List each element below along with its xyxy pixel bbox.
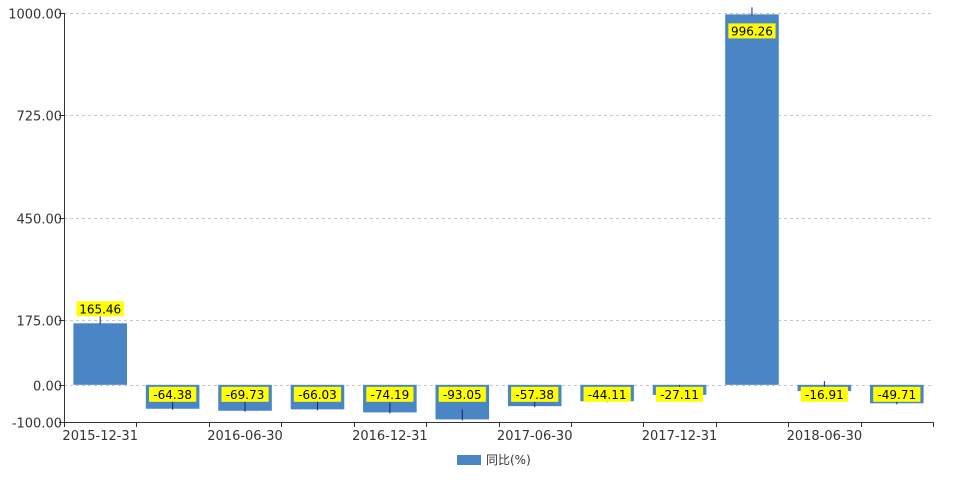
legend-label: 同比(%) xyxy=(486,453,531,467)
data-label: -69.73 xyxy=(226,388,265,402)
data-label: -93.05 xyxy=(443,388,482,402)
data-label: -27.11 xyxy=(660,388,699,402)
data-label-bg xyxy=(76,301,124,317)
data-label: -57.38 xyxy=(515,388,554,402)
data-label: -64.38 xyxy=(153,388,192,402)
data-label-bg xyxy=(149,386,197,402)
data-label-bg xyxy=(655,386,704,402)
data-label: -49.71 xyxy=(877,388,916,402)
data-label-bg xyxy=(728,23,776,39)
data-label: -74.19 xyxy=(371,388,410,402)
data-label-bg xyxy=(293,386,342,402)
data-label-bg xyxy=(511,386,559,402)
data-label: -66.03 xyxy=(298,388,337,402)
data-labels: 165.46 -64.38 -69.73 -66.03 -74.19 -93.05 -57.… xyxy=(76,23,921,402)
data-label-bg xyxy=(800,386,848,402)
y-tick-label: 725.00 xyxy=(17,110,63,125)
data-label-bg xyxy=(873,386,921,402)
y-tick-label: 175.00 xyxy=(17,315,63,330)
x-tick-label: 2017-06-30 xyxy=(497,429,573,444)
x-tick-label: 2016-12-31 xyxy=(352,429,428,444)
data-label: -16.91 xyxy=(805,388,844,402)
x-tick-label: 2017-12-31 xyxy=(642,429,718,444)
data-label-bg xyxy=(366,386,414,402)
legend[interactable]: 同比(%) xyxy=(457,453,531,467)
grid-lines xyxy=(64,13,933,386)
y-tick-label: 0.00 xyxy=(33,380,62,395)
x-axis-ticks: 2015-12-31 2016-06-30 2016-12-31 2017-06-30… xyxy=(62,422,934,444)
data-label-bg xyxy=(221,386,269,402)
x-tick-label: 2016-06-30 xyxy=(207,429,283,444)
data-label: -44.11 xyxy=(588,388,627,402)
bar[interactable] xyxy=(73,323,128,385)
y-tick-label: 1000.00 xyxy=(8,8,62,23)
bar[interactable] xyxy=(725,14,779,385)
data-label-bg xyxy=(583,386,631,402)
x-tick-label: 2018-06-30 xyxy=(787,429,863,444)
y-tick-label: 450.00 xyxy=(17,213,63,228)
axes xyxy=(64,13,933,423)
x-tick-label: 2015-12-31 xyxy=(62,429,138,444)
bars xyxy=(73,7,924,421)
data-label: 996.26 xyxy=(731,24,773,38)
y-axis-ticks: -100.00 0.00 175.00 450.00 725.00 1000.00 xyxy=(8,8,64,432)
data-label: 165.46 xyxy=(79,302,121,316)
legend-swatch xyxy=(457,455,481,465)
data-label-bg xyxy=(438,386,486,402)
y-tick-label: -100.00 xyxy=(12,417,62,432)
